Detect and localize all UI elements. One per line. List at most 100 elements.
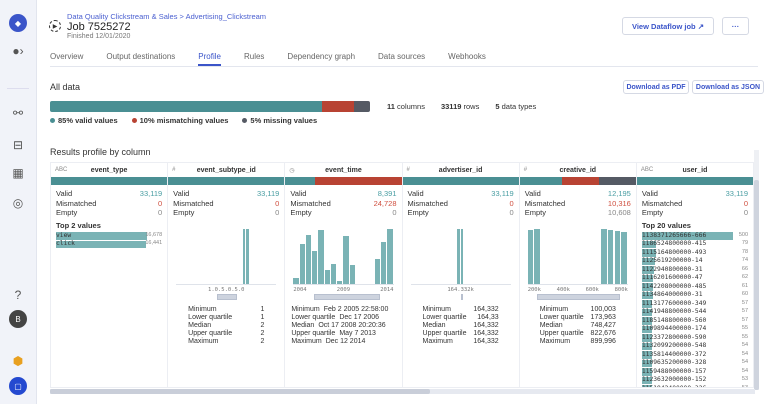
histogram-bar[interactable]	[380, 241, 387, 285]
top-value-row[interactable]: 1159488000000-157 54	[641, 368, 748, 377]
top-value-row[interactable]: 1109894400000-174 55	[641, 325, 748, 334]
histogram-bar[interactable]	[343, 236, 349, 285]
histogram-bar[interactable]	[349, 264, 355, 285]
count-value: 0	[392, 208, 397, 217]
histogram-bar[interactable]	[242, 229, 246, 285]
run-icon[interactable]: ◎	[12, 196, 24, 210]
summary-label: Minimum	[291, 306, 320, 313]
column-header[interactable]: # event_subtype_id	[168, 163, 284, 177]
tab-webhooks[interactable]: Webhooks	[448, 52, 486, 61]
tab-overview[interactable]: Overview	[50, 52, 84, 61]
top-value-row[interactable]: 1116201600000-47 62	[641, 274, 748, 283]
histogram-bar[interactable]	[318, 230, 324, 285]
quality-segment-valid	[285, 177, 315, 185]
top-value-row[interactable]: 1122940800000-31 66	[641, 266, 748, 275]
histogram-bar[interactable]	[337, 280, 343, 285]
count-row-empty: Empty 10,608	[520, 208, 636, 218]
grid-icon[interactable]: ▦	[12, 166, 24, 180]
count-label: Empty	[173, 208, 195, 217]
legend-mismatch: 10% mismatching values	[131, 116, 228, 125]
top-value-count: 54	[741, 359, 749, 365]
top-value-row[interactable]: 1134864000000-31 60	[641, 291, 748, 300]
summary-value: Oct 17 2008 20:20:36	[318, 322, 386, 329]
top-value-row[interactable]: 1123372800000-590 55	[641, 334, 748, 343]
histogram-bar[interactable]	[460, 229, 463, 285]
top-value-row[interactable]: 1151942400000-326 53	[641, 385, 748, 387]
histogram-bar[interactable]	[374, 258, 380, 285]
count-value: 0	[743, 198, 749, 208]
histogram-bar[interactable]	[614, 231, 621, 285]
top-value-row[interactable]: 1132099200000-548 54	[641, 342, 749, 351]
column-header[interactable]: ◷ event_time	[285, 163, 401, 177]
top-value-row[interactable]: 1125619200000-14 74	[641, 257, 748, 266]
logo-icon[interactable]: ◆	[9, 14, 27, 32]
avatar[interactable]: B	[9, 310, 27, 328]
tab-profile[interactable]: Profile	[198, 52, 221, 66]
histogram-bar[interactable]	[330, 263, 337, 285]
top-value-bar	[641, 359, 652, 367]
top-value-row[interactable]: 1142208000000-485 61	[641, 283, 748, 292]
top-value-row[interactable]: 1113177600000-349 57	[641, 299, 749, 309]
histogram-bar[interactable]	[457, 229, 460, 285]
histogram[interactable]	[527, 229, 628, 285]
top-value-count: 57	[741, 316, 749, 323]
histogram-bar[interactable]	[299, 243, 305, 285]
apps-icon[interactable]: ●›	[12, 44, 24, 58]
column-header[interactable]: ABC user_id	[637, 163, 753, 177]
histogram-bar[interactable]	[601, 229, 607, 285]
download-pdf-button[interactable]: Download as PDF	[623, 80, 689, 94]
histogram-bar[interactable]	[527, 230, 534, 285]
count-value: 0	[158, 208, 163, 217]
more-button[interactable]: ···	[722, 17, 749, 35]
chat-icon[interactable]: ▢	[9, 377, 27, 395]
view-dataflow-job-button[interactable]: View Dataflow job ↗	[622, 17, 714, 35]
flowchart-icon[interactable]: ⊟	[12, 138, 24, 152]
top-value-count: 54	[741, 342, 749, 348]
histogram-bar[interactable]	[305, 235, 312, 285]
column-header[interactable]: # advertiser_id	[403, 163, 519, 177]
breadcrumb-link[interactable]: Advertising_Clickstream	[185, 12, 267, 21]
top-value-count: 500	[738, 231, 749, 238]
histogram-bar[interactable]	[324, 270, 330, 285]
top-value-row[interactable]: 1123632000000-152 53	[641, 376, 748, 385]
top-value-label: 1186524800000-415	[641, 240, 707, 247]
histogram-bar[interactable]	[621, 232, 627, 285]
flow-icon[interactable]: ⚯	[12, 106, 24, 120]
top-value-row[interactable]: 1185148800000-560 57	[641, 316, 749, 326]
histogram[interactable]	[293, 229, 394, 285]
histogram[interactable]	[410, 229, 511, 285]
histogram-bar[interactable]	[312, 251, 318, 285]
top-value-row[interactable]: 1186524800000-415 79	[641, 240, 749, 249]
string-type-icon: ABC	[640, 167, 654, 173]
top-value-row[interactable]: 1141948800000-544 57	[641, 308, 748, 317]
column-header[interactable]: ABC event_type	[51, 163, 167, 177]
tab-dependency-graph[interactable]: Dependency graph	[287, 52, 356, 61]
top-value-label: 1113177600000-349	[641, 299, 707, 307]
histogram-bar[interactable]	[387, 229, 393, 285]
top-value-row[interactable]: 1138371265666-666 500	[641, 231, 749, 241]
column-header[interactable]: # creative_id	[520, 163, 636, 177]
top-value-row[interactable]: 1115164800000-493 78	[641, 249, 748, 258]
top-value-count: 57	[741, 299, 749, 306]
breadcrumb-link[interactable]: Data Quality Clickstream & Sales	[67, 12, 178, 21]
top-values-heading: Top 20 values	[641, 220, 691, 230]
histogram-bar[interactable]	[607, 230, 614, 285]
top-value-count: 79	[741, 240, 749, 246]
top-value-row[interactable]: 1135814400000-372 54	[641, 351, 748, 360]
summary-label: Upper quartile	[539, 330, 584, 337]
help-icon[interactable]: ?	[14, 288, 22, 302]
horizontal-scrollbar[interactable]	[50, 389, 755, 394]
tab-output-destinations[interactable]: Output destinations	[106, 52, 176, 61]
cloud-logo-icon[interactable]: ⬢	[12, 354, 24, 368]
histogram[interactable]	[176, 229, 277, 285]
histogram-bar[interactable]	[293, 277, 299, 285]
tab-rules[interactable]: Rules	[243, 52, 265, 61]
top-value-row[interactable]: 1109635200000-328 54	[641, 359, 749, 368]
histogram-bar[interactable]	[534, 229, 541, 285]
histogram-bar[interactable]	[246, 229, 249, 285]
top-value-row[interactable]: click 16,441	[56, 240, 162, 249]
vertical-scrollbar[interactable]	[754, 150, 759, 390]
top-value-row[interactable]: view 16,678	[56, 232, 162, 241]
tab-data-sources[interactable]: Data sources	[378, 52, 426, 61]
download-json-button[interactable]: Download as JSON	[692, 80, 764, 94]
